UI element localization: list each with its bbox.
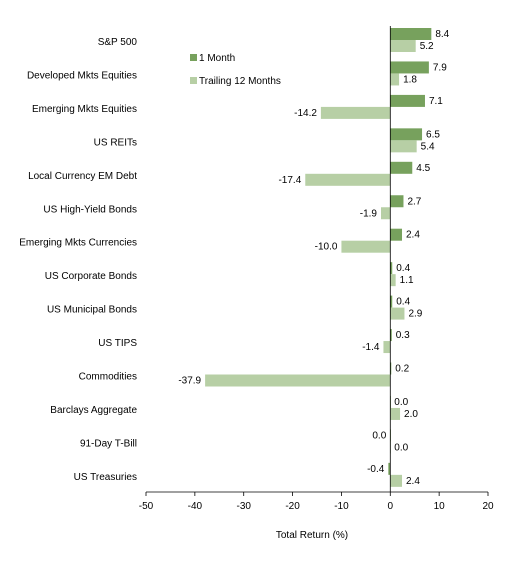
- data-label: -1.4: [362, 342, 380, 353]
- bar-trailing-12-months: [390, 274, 396, 287]
- category-label: US Municipal Bonds: [47, 305, 137, 316]
- category-label: Emerging Mkts Equities: [32, 104, 137, 115]
- x-axis: -50 -40 -30 -20 -10 0 10 20: [139, 26, 494, 512]
- bar-1-month: [390, 94, 425, 107]
- data-label: 6.5: [426, 129, 440, 140]
- category-label: 91-Day T-Bill: [80, 438, 137, 449]
- data-label: 0.0: [372, 430, 386, 441]
- x-tick-label: 20: [482, 501, 494, 512]
- bar-trailing-12-months: [320, 106, 391, 119]
- x-tick-label: -10: [334, 501, 349, 512]
- data-label: 7.1: [429, 96, 443, 107]
- data-label: 0.4: [396, 263, 410, 274]
- data-label: -1.9: [360, 208, 378, 219]
- legend: 1 Month Trailing 12 Months: [190, 53, 281, 87]
- data-label: 5.2: [420, 41, 434, 52]
- legend-label: Trailing 12 Months: [199, 76, 281, 87]
- bar-1-month: [390, 362, 392, 375]
- legend-swatch-trailing-12-months: [190, 77, 197, 84]
- data-label: 0.0: [394, 442, 408, 453]
- bar-trailing-12-months: [390, 407, 401, 420]
- legend-swatch-1-month: [190, 54, 197, 61]
- bar-1-month: [390, 295, 393, 308]
- data-label: -0.4: [367, 464, 385, 475]
- category-label: US TIPS: [98, 338, 137, 349]
- x-tick-label: 0: [388, 501, 394, 512]
- category-label: US REITs: [94, 137, 137, 148]
- category-label: S&P 500: [98, 37, 138, 48]
- bar-trailing-12-months: [390, 40, 416, 52]
- bar-trailing-12-months: [390, 474, 403, 487]
- data-label: -17.4: [278, 175, 301, 186]
- category-label: US Treasuries: [74, 472, 137, 483]
- bar-trailing-12-months: [390, 140, 417, 153]
- category-label: Emerging Mkts Currencies: [19, 238, 137, 249]
- category-label: Developed Mkts Equities: [27, 70, 137, 81]
- bar-trailing-12-months: [390, 307, 405, 320]
- category-label: Commodities: [79, 372, 137, 383]
- value-labels: 8.45.2 7.9 1.8 7.1 -14.2 6.55.4 4.5 -17.4 2.7 -1.…: [178, 29, 449, 487]
- bar-1-month: [390, 329, 392, 342]
- bar-1-month: [390, 228, 403, 241]
- x-tick-label: -50: [139, 501, 154, 512]
- bar-trailing-12-months: [205, 374, 391, 387]
- data-label: 4.5: [416, 163, 430, 174]
- data-label: 2.0: [404, 409, 418, 420]
- bar-trailing-12-months: [390, 73, 400, 86]
- category-label: US Corporate Bonds: [45, 271, 137, 282]
- x-tick-label: 10: [434, 501, 446, 512]
- bar-1-month: [390, 161, 413, 174]
- bar-trailing-12-months: [341, 240, 391, 253]
- bar-1-month: [390, 262, 393, 275]
- bar-trailing-12-months: [305, 173, 391, 186]
- category-labels: S&P 500 Developed Mkts Equities Emerging M…: [19, 37, 137, 483]
- data-label: 8.4: [435, 29, 449, 40]
- category-label: US High-Yield Bonds: [43, 204, 137, 215]
- data-label: 1.8: [403, 74, 417, 85]
- data-label: 5.4: [421, 141, 435, 152]
- x-tick-label: -30: [236, 501, 251, 512]
- data-label: -14.2: [294, 108, 317, 119]
- data-label: 2.4: [406, 476, 420, 487]
- data-label: 0.3: [396, 330, 410, 341]
- data-label: 0.2: [395, 364, 409, 375]
- data-label: 0.4: [396, 297, 410, 308]
- bar-1-month: [388, 462, 391, 475]
- category-label: Barclays Aggregate: [50, 405, 137, 416]
- data-label: -10.0: [315, 242, 338, 253]
- bars: [205, 28, 432, 487]
- data-label: -37.9: [178, 376, 201, 387]
- bar-1-month: [390, 28, 432, 40]
- bar-1-month: [390, 61, 429, 74]
- bar-trailing-12-months: [383, 341, 391, 354]
- x-tick-label: -20: [285, 501, 300, 512]
- x-tick-label: -40: [188, 501, 203, 512]
- data-label: 2.9: [408, 309, 422, 320]
- data-label: 0.0: [394, 397, 408, 408]
- legend-label: 1 Month: [199, 53, 235, 64]
- bar-trailing-12-months: [381, 207, 391, 220]
- bar-1-month: [390, 128, 423, 141]
- x-axis-label: Total Return (%): [276, 530, 348, 541]
- data-label: 2.4: [406, 230, 420, 241]
- category-label: Local Currency EM Debt: [28, 171, 137, 182]
- data-label: 1.1: [400, 275, 414, 286]
- bar-1-month: [390, 195, 404, 208]
- data-label: 2.7: [407, 196, 421, 207]
- data-label: 7.9: [433, 62, 447, 73]
